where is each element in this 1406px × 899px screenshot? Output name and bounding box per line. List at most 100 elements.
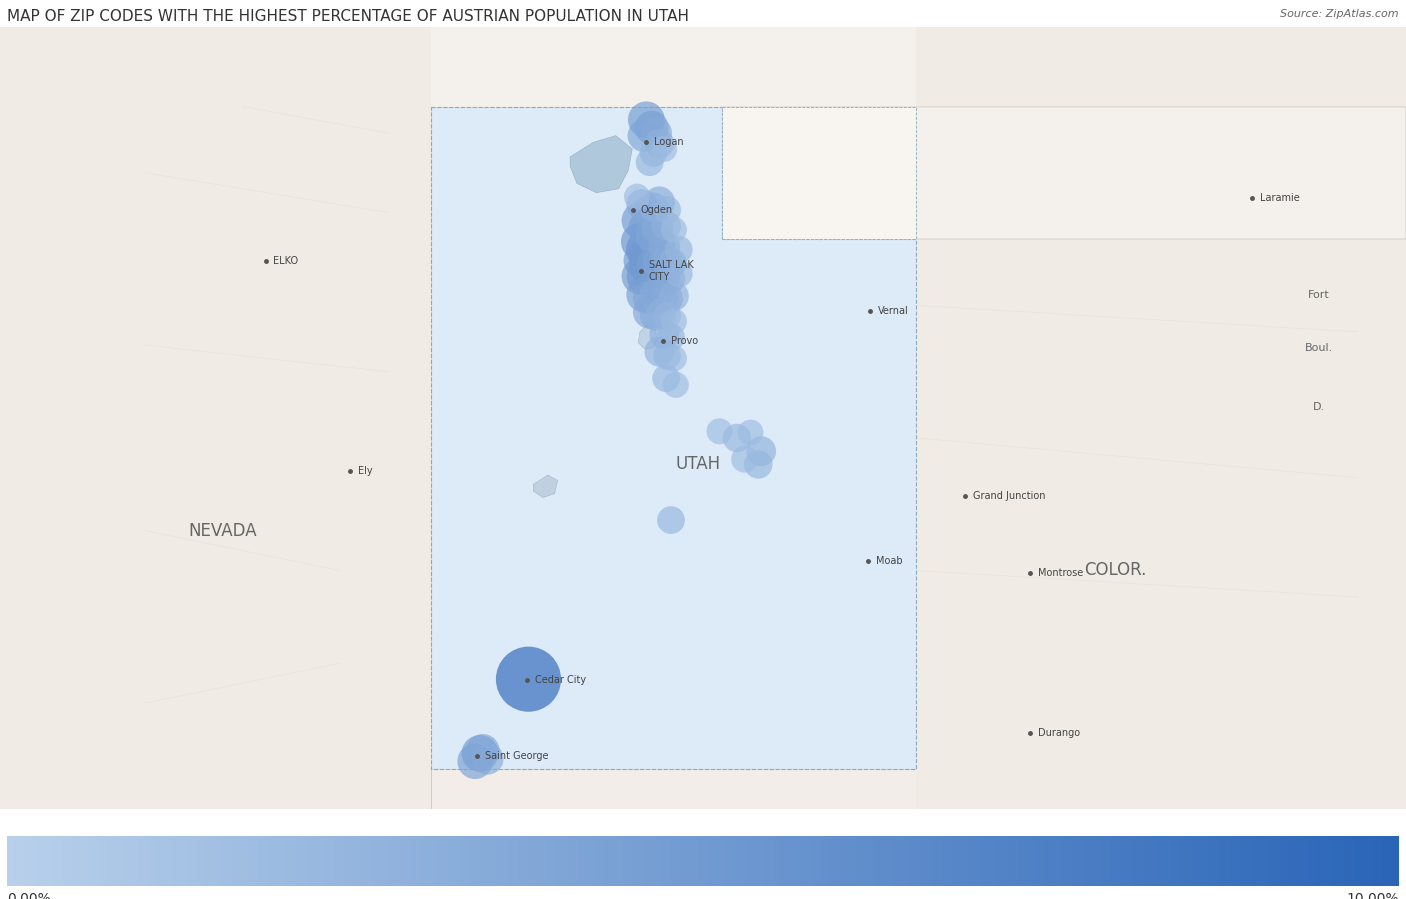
Text: Montrose: Montrose xyxy=(1038,568,1083,578)
Point xyxy=(644,307,666,322)
Point xyxy=(650,307,672,321)
Point xyxy=(633,129,655,143)
Text: Moab: Moab xyxy=(876,556,903,565)
Text: MAP OF ZIP CODES WITH THE HIGHEST PERCENTAGE OF AUSTRIAN POPULATION IN UTAH: MAP OF ZIP CODES WITH THE HIGHEST PERCEN… xyxy=(7,9,689,24)
Point xyxy=(655,349,678,363)
Polygon shape xyxy=(638,324,658,349)
Point xyxy=(647,236,669,250)
Point xyxy=(652,142,675,156)
Point xyxy=(477,752,499,766)
Point xyxy=(665,378,688,392)
Point xyxy=(643,258,665,272)
Point xyxy=(661,255,683,270)
Point xyxy=(648,255,671,270)
Bar xyxy=(723,106,917,239)
Bar xyxy=(723,106,1406,239)
Point xyxy=(631,198,654,212)
Text: Vernal: Vernal xyxy=(877,307,908,316)
Point xyxy=(633,288,655,302)
Point xyxy=(652,269,675,283)
Point xyxy=(464,754,486,769)
Point xyxy=(648,137,671,151)
Point xyxy=(643,146,665,160)
Point xyxy=(517,672,540,686)
Point xyxy=(640,228,662,243)
Point xyxy=(628,235,651,249)
Text: D.: D. xyxy=(1313,403,1324,413)
Polygon shape xyxy=(432,106,917,770)
Point xyxy=(655,308,678,323)
Point xyxy=(655,291,678,306)
Text: Logan: Logan xyxy=(654,137,683,147)
Text: Laramie: Laramie xyxy=(1260,193,1299,203)
Point xyxy=(648,344,671,359)
Text: Ogden: Ogden xyxy=(641,204,673,215)
Text: Boul.: Boul. xyxy=(1305,343,1333,352)
Point xyxy=(662,314,685,328)
Text: ELKO: ELKO xyxy=(273,256,298,266)
Point xyxy=(734,452,756,467)
Text: Saint George: Saint George xyxy=(485,751,548,761)
Point xyxy=(709,424,731,439)
Polygon shape xyxy=(571,136,633,192)
Bar xyxy=(432,27,1406,106)
Point xyxy=(659,513,682,528)
Point xyxy=(634,269,657,283)
Point xyxy=(638,305,661,319)
Text: Fort: Fort xyxy=(1308,289,1330,299)
Point xyxy=(638,290,661,305)
Point xyxy=(659,330,682,344)
Point xyxy=(637,205,659,219)
Point xyxy=(640,240,662,254)
Point xyxy=(634,243,657,257)
Point xyxy=(740,425,762,440)
Point xyxy=(668,266,690,280)
Text: Cedar City: Cedar City xyxy=(536,674,586,684)
Point xyxy=(647,221,669,236)
Text: Durango: Durango xyxy=(1038,728,1080,738)
Point xyxy=(662,352,685,366)
Point xyxy=(655,254,678,268)
Point xyxy=(634,221,657,236)
Point xyxy=(668,243,690,257)
Point xyxy=(650,290,672,305)
Point xyxy=(647,269,669,283)
Text: NEVADA: NEVADA xyxy=(188,521,257,539)
Text: 10.00%: 10.00% xyxy=(1347,892,1399,899)
Point xyxy=(662,289,685,303)
Point xyxy=(645,126,668,140)
Point xyxy=(655,202,678,217)
Point xyxy=(640,120,662,135)
Point xyxy=(643,200,665,215)
Text: Source: ZipAtlas.com: Source: ZipAtlas.com xyxy=(1281,9,1399,19)
Point xyxy=(628,213,651,227)
Text: 0.00%: 0.00% xyxy=(7,892,51,899)
Point xyxy=(652,327,675,342)
Text: Ely: Ely xyxy=(357,467,373,476)
Text: COLOR.: COLOR. xyxy=(1084,562,1146,580)
Text: Grand Junction: Grand Junction xyxy=(973,491,1045,501)
Point xyxy=(626,190,648,204)
Point xyxy=(471,743,494,758)
Point xyxy=(747,458,769,472)
Point xyxy=(628,269,651,283)
Point xyxy=(662,223,685,237)
Point xyxy=(631,254,654,268)
Point xyxy=(468,746,491,761)
Text: UTAH: UTAH xyxy=(676,456,721,474)
Point xyxy=(658,271,681,286)
Polygon shape xyxy=(533,475,558,497)
Point xyxy=(644,288,666,302)
Text: SALT LAK
CITY: SALT LAK CITY xyxy=(648,260,693,281)
Point xyxy=(655,218,678,233)
Point xyxy=(638,155,661,169)
Point xyxy=(652,240,675,254)
Point xyxy=(749,444,772,458)
Text: Provo: Provo xyxy=(671,335,699,346)
Point xyxy=(648,195,671,209)
Bar xyxy=(0,27,432,809)
Bar xyxy=(917,27,1406,809)
Point xyxy=(637,255,659,270)
Point xyxy=(655,371,678,386)
Point xyxy=(636,112,658,127)
